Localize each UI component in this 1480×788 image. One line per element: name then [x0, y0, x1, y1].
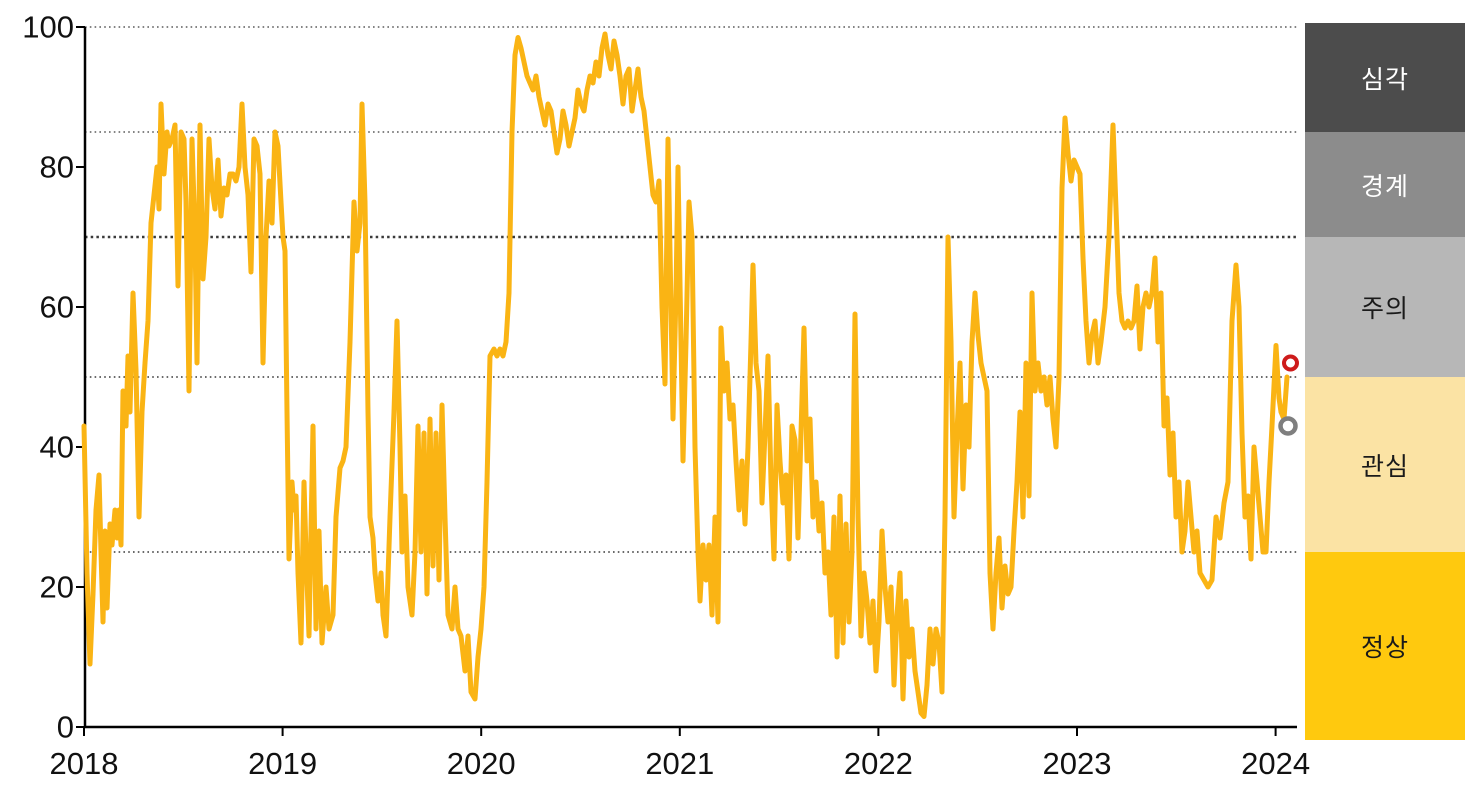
legend-band-경계: 경계: [1305, 132, 1465, 237]
x-axis-label-2024: 2024: [1241, 746, 1311, 781]
x-axis-label-2021: 2021: [645, 746, 715, 781]
x-axis-label-2023: 2023: [1042, 746, 1112, 781]
x-axis-label-2018: 2018: [49, 746, 119, 781]
legend-band-label: 경계: [1360, 172, 1409, 201]
legend-band-정상: 정상: [1305, 552, 1465, 740]
legend-band-심각: 심각: [1305, 23, 1465, 132]
y-axis-label-20: 20: [39, 569, 74, 605]
y-axis-label-0: 0: [56, 709, 74, 745]
x-axis-label-2022: 2022: [843, 746, 913, 781]
marker-red: [1282, 354, 1299, 372]
marker-gray: [1278, 416, 1298, 436]
legend-band-label: 심각: [1360, 65, 1409, 94]
y-axis-label-60: 60: [39, 289, 74, 325]
legend-band-label: 주의: [1360, 295, 1409, 323]
y-axis-label-40: 40: [39, 429, 74, 465]
legend-band-주의: 주의: [1305, 237, 1465, 377]
legend-band-label: 관심: [1360, 452, 1409, 481]
series-index-weekly: [81, 31, 1290, 719]
x-axis-label-2020: 2020: [446, 746, 516, 781]
y-axis-label-100: 100: [22, 9, 74, 45]
legend-band-관심: 관심: [1305, 377, 1465, 552]
x-axis-label-2019: 2019: [248, 746, 318, 781]
y-axis-label-80: 80: [39, 149, 74, 185]
legend-band-label: 정상: [1360, 634, 1409, 662]
